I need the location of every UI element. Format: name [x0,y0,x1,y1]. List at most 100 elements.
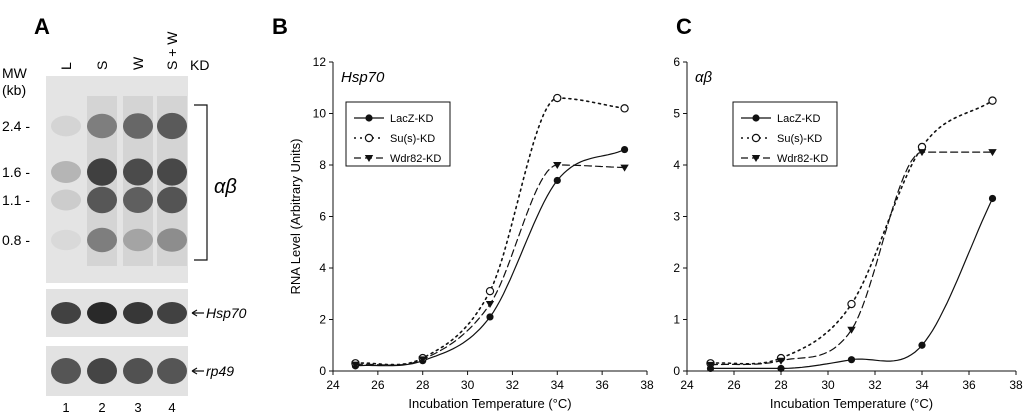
data-point [620,104,629,113]
y-tick-label: 1 [673,313,680,327]
data-point [988,96,997,105]
blot-band [51,229,81,251]
legend-marker [364,155,374,162]
hsp70-bands [51,302,187,324]
main-blot-bands [51,96,187,266]
legend-marker [364,133,374,143]
rp49-bands [51,358,187,384]
y-tick-label: 2 [319,313,326,327]
blot-band [51,189,81,211]
legend-marker [752,114,760,122]
hsp70-probe-label: Hsp70 [206,305,247,321]
x-tick-label: 38 [1009,378,1023,392]
x-tick-label: 24 [680,378,694,392]
mw-markers: 2.4 - 1.6 - 1.1 - 0.8 - [2,118,30,248]
y-tick-label: 0 [319,364,326,378]
y-tick-label: 10 [313,107,327,121]
x-tick-label: 36 [595,378,609,392]
data-point [776,357,786,365]
hsp70-band [123,302,153,324]
data-point [620,145,629,154]
blot-band [87,227,117,253]
rp49-probe-label: rp49 [206,363,234,379]
data-point [847,326,856,334]
data-point [486,313,494,321]
data-point [553,176,561,185]
blot-smear [123,96,153,266]
lane-label: S + W [164,31,180,70]
legend-marker [365,114,373,122]
x-tick-label: 38 [640,378,654,392]
rp49-band [87,358,117,384]
legend-box [345,101,451,167]
legend: LacZ-KD Su(s)-KD Wdr82-KD [732,101,838,167]
y-axis-label: RNA Level (Arbitrary Units) [288,138,303,294]
blot-band [123,158,153,186]
mw-label: MW [2,65,28,81]
x-tick-label: 28 [416,378,430,392]
x-tick-label: 30 [461,378,475,392]
x-axis-label: Incubation Temperature (°C) [770,396,933,411]
data-point [847,299,856,309]
legend-label: Wdr82-KD [390,153,441,165]
y-tick-label: 6 [673,55,680,69]
legend-label: LacZ-KD [777,113,820,125]
alpha-beta-bracket [194,104,208,261]
blot-smear [157,96,187,266]
legend-label: Wdr82-KD [777,153,828,165]
chart-title: Hsp70 [341,69,385,86]
y-tick-label: 6 [319,210,326,224]
blot-band [123,228,153,252]
panel-a-blot: A MW (kb) L S W S + W KD 2.4 - 1.6 - 1.1 - 0.8… [2,14,247,415]
data-point [620,164,629,172]
lane-label: W [130,56,146,70]
hsp70-band [87,302,117,324]
blot-band [51,161,81,183]
y-tick-label: 4 [319,261,326,275]
legend-label: LacZ-KD [390,113,433,125]
blot-band [51,115,81,137]
data-point [485,301,495,309]
blot-smear [87,96,117,266]
panel-a-letter: A [34,14,50,39]
legend-marker [751,155,761,162]
data-point [553,162,562,169]
x-tick-label: 34 [915,378,929,392]
hsp70-arrow [191,309,204,317]
mw-marker: 0.8 - [2,232,30,248]
lane-number: 2 [98,400,105,415]
blot-band [157,228,187,252]
blot-band [157,186,187,214]
blot-band [87,186,117,214]
panel-b-letter: B [272,14,288,39]
data-point [917,149,927,157]
blot-band [157,112,187,140]
legend-label: Su(s)-KD [777,133,822,145]
blot-band [157,158,187,186]
data-point [918,341,926,349]
hsp70-band [51,302,81,324]
data-point [553,93,562,103]
x-tick-label: 32 [868,378,882,392]
rp49-band [51,358,81,384]
x-tick-label: 32 [506,378,520,392]
rp49-band [123,358,153,384]
data-point [988,149,997,157]
x-tick-label: 26 [371,378,385,392]
mw-marker: 2.4 - [2,118,30,134]
mw-marker: 1.1 - [2,192,30,208]
blot-band [87,158,117,186]
legend-label: Su(s)-KD [390,133,435,145]
chart-title: αβ [695,69,713,86]
y-tick-label: 4 [673,158,680,172]
lane-label: L [58,62,74,70]
hsp70-band [157,302,187,324]
kd-label: KD [190,57,209,73]
blot-band [123,187,153,213]
series-line [709,151,994,366]
y-tick-label: 3 [673,210,680,224]
data-point [777,364,785,373]
mw-marker: 1.6 - [2,164,30,180]
y-tick-label: 5 [673,107,680,121]
